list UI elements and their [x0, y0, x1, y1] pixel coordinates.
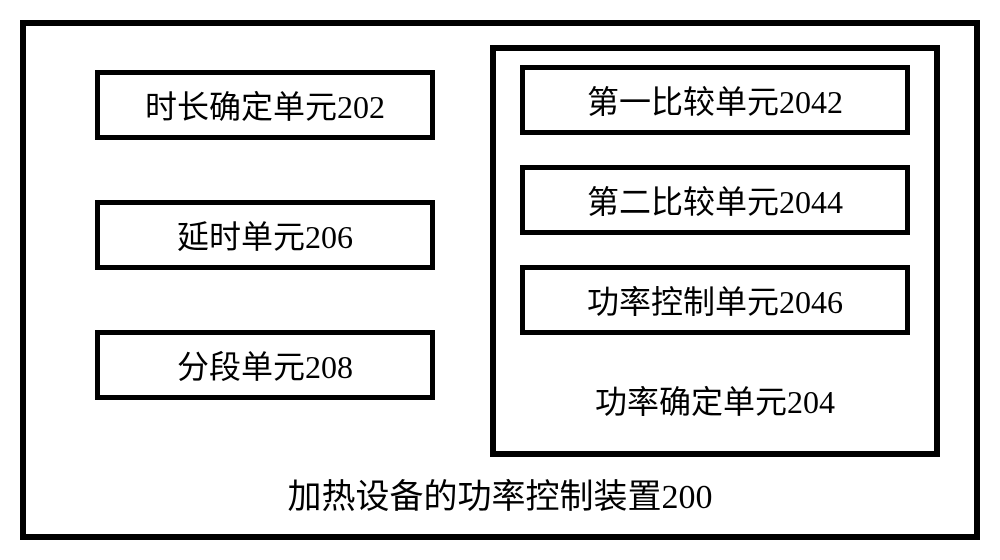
right-unit-label-0: 第一比较单元2042: [587, 77, 843, 123]
right-group-label: 功率确定单元204: [520, 355, 910, 445]
right-group-label-text: 功率确定单元204: [595, 377, 835, 423]
left-unit-box-1: 延时单元206: [95, 200, 435, 270]
left-unit-box-2: 分段单元208: [95, 330, 435, 400]
left-unit-box-0: 时长确定单元202: [95, 70, 435, 140]
right-unit-box-0: 第一比较单元2042: [520, 65, 910, 135]
main-title: 加热设备的功率控制装置200: [20, 468, 980, 518]
right-unit-label-2: 功率控制单元2046: [587, 277, 843, 323]
left-unit-label-0: 时长确定单元202: [145, 82, 385, 128]
right-unit-box-2: 功率控制单元2046: [520, 265, 910, 335]
left-unit-label-1: 延时单元206: [177, 212, 353, 258]
main-title-text: 加热设备的功率控制装置200: [288, 469, 713, 518]
left-unit-label-2: 分段单元208: [177, 342, 353, 388]
right-unit-box-1: 第二比较单元2044: [520, 165, 910, 235]
right-unit-label-1: 第二比较单元2044: [587, 177, 843, 223]
